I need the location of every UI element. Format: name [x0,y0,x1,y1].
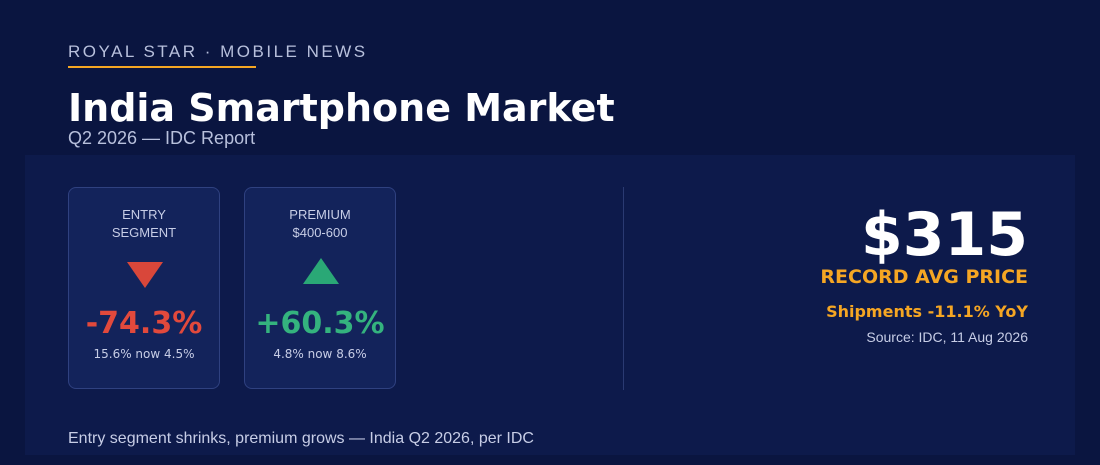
kicker-underline [68,66,256,68]
card-label: $400-600 [292,225,348,240]
arrow-down [127,262,163,288]
card-note: 15.6% now 4.5% [93,347,195,361]
title: India Smartphone Market [68,86,615,130]
card-label: PREMIUM [289,207,351,222]
footer: Entry segment shrinks, premium grows — I… [68,430,534,447]
card-label: ENTRY [122,207,166,222]
subtitle: Q2 2026 — IDC Report [68,128,256,148]
card-value: +60.3% [255,306,385,341]
price-label: RECORD AVG PRICE [820,266,1028,288]
shipments: Shipments -11.1% YoY [826,302,1028,321]
card-note: 4.8% now 8.6% [273,347,367,361]
source: Source: IDC, 11 Aug 2026 [866,329,1028,345]
divider [623,187,624,390]
card: ENTRY SEGMENT -74.3% 15.6% now 4.5% [68,187,220,389]
card-label: SEGMENT [111,225,177,240]
kicker: ROYAL STAR · MOBILE NEWS [68,42,368,61]
arrow-up [303,258,339,284]
card-value: -74.3% [85,306,203,341]
card: PREMIUM $400-600 +60.3% 4.8% now 8.6% [244,187,396,389]
price: $315 [861,200,1028,270]
